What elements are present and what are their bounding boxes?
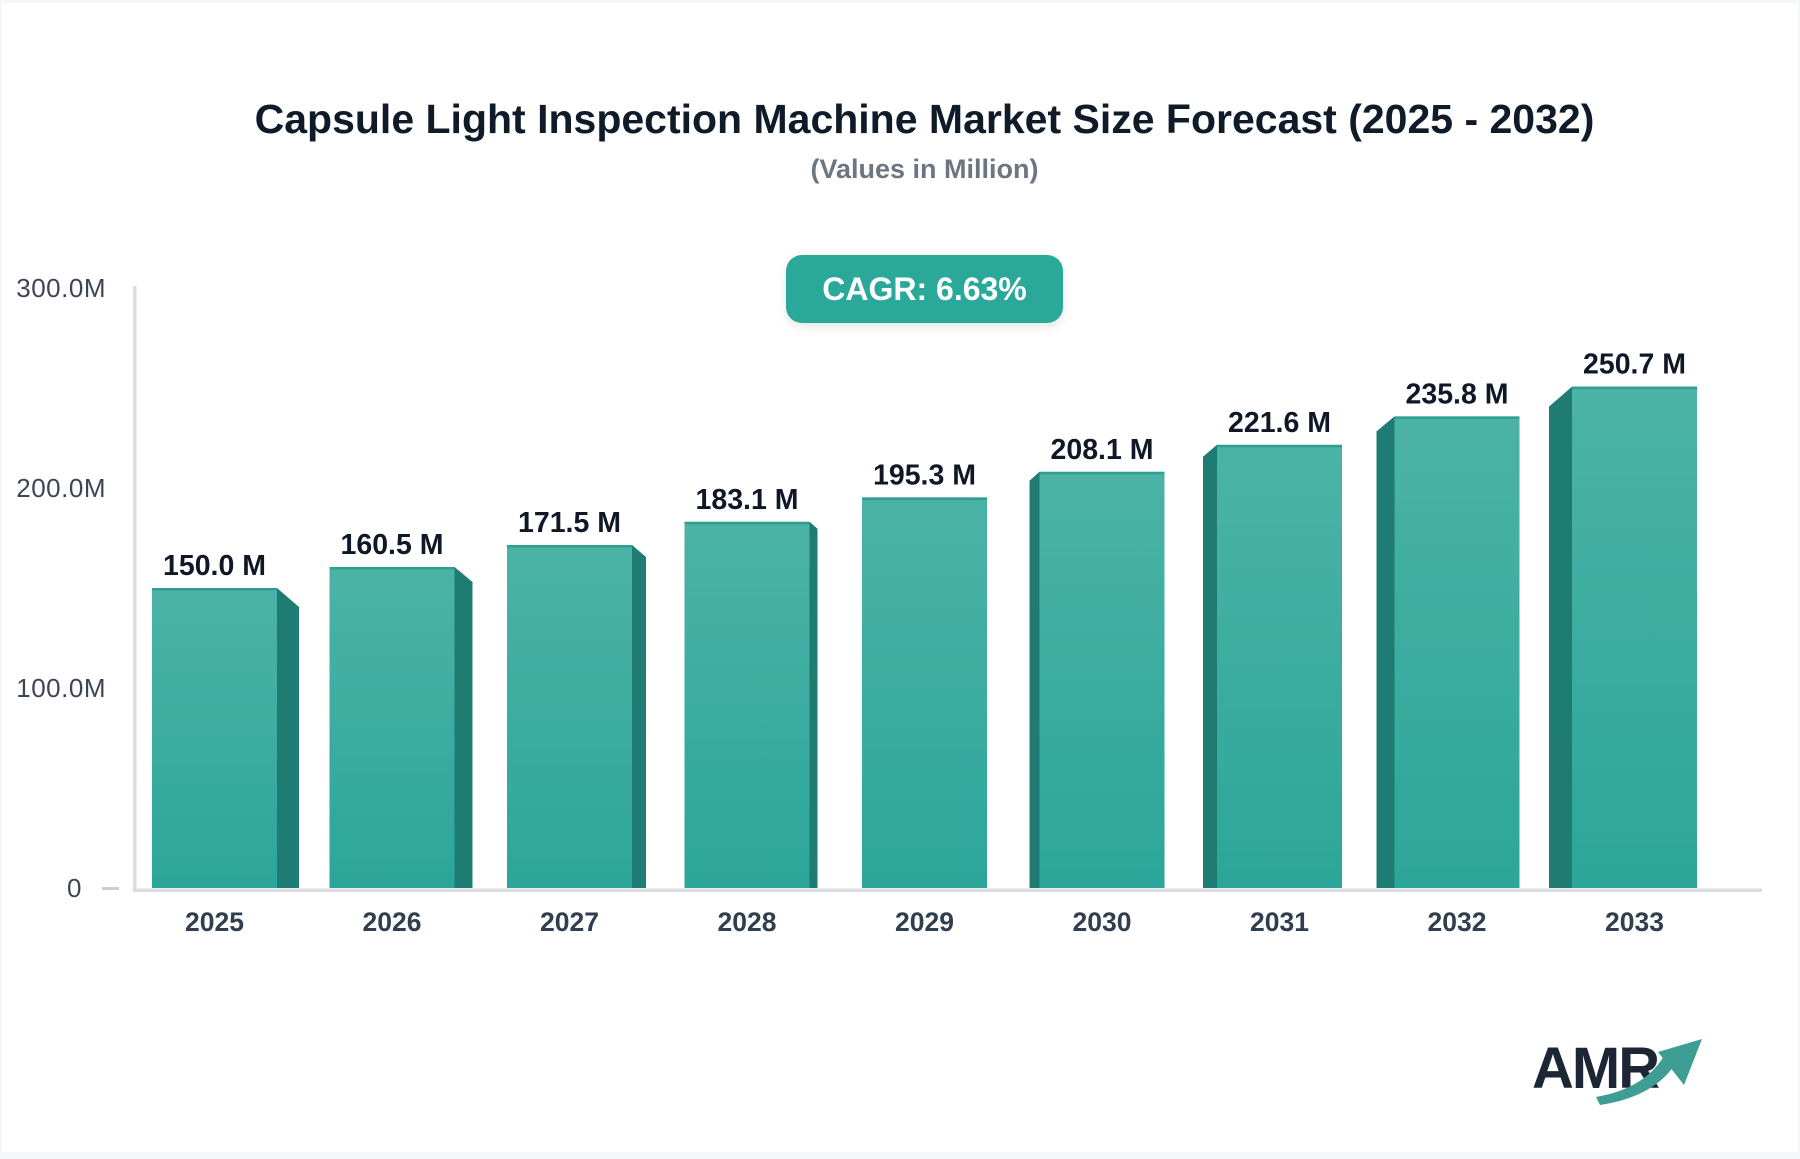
year-label-2029: 2029 (895, 907, 954, 937)
bar-2033 (1572, 386, 1697, 888)
bar-side-2033 (1549, 386, 1572, 888)
bar-side-2030 (1029, 471, 1040, 888)
value-label-2025: 150.0 M (163, 550, 266, 582)
bar-2026 (329, 567, 455, 888)
chart-header: Capsule Light Inspection Machine Market … (47, 3, 1800, 184)
chart-title: Capsule Light Inspection Machine Market … (254, 96, 1595, 142)
amr-logo: AMR (1526, 1031, 1736, 1131)
bar-side-2031 (1203, 444, 1217, 888)
bar-chart: 300.0M 200.0M 100.0M 0 150.0 M 2025 160.5 M 202… (16, 273, 1762, 937)
value-label-2031: 221.6 M (1228, 407, 1331, 439)
bar-side-2032 (1376, 416, 1395, 888)
year-label-2030: 2030 (1073, 907, 1132, 937)
value-label-2026: 160.5 M (341, 529, 444, 561)
value-label-2032: 235.8 M (1406, 378, 1509, 410)
cagr-badge-wrap: CAGR: 6.63% (47, 255, 1800, 323)
value-label-2033: 250.7 M (1583, 349, 1686, 381)
chart-subtitle: (Values in Million) (810, 154, 1039, 185)
bar-2029 (862, 497, 987, 888)
bar-top-edge-2026 (329, 567, 455, 570)
y-tick-label-0: 0 (67, 873, 82, 903)
bar-top-edge-2025 (152, 588, 277, 591)
year-label-2033: 2033 (1605, 907, 1664, 937)
bar-top-edge-2032 (1394, 416, 1520, 419)
bar-top-edge-2030 (1039, 471, 1165, 475)
bar-top-edge-2033 (1572, 386, 1697, 390)
value-label-2028: 183.1 M (696, 484, 799, 516)
bar-top-edge-2028 (684, 521, 810, 525)
year-label-2028: 2028 (718, 907, 777, 937)
bar-2030 (1039, 471, 1165, 888)
y-tick-dash-0 (102, 887, 119, 890)
arrow-swoosh (1596, 1056, 1676, 1105)
value-label-2029: 195.3 M (873, 459, 976, 491)
y-tick-label-200: 200.0M (16, 473, 106, 503)
year-label-2027: 2027 (540, 907, 599, 937)
year-label-2032: 2032 (1428, 907, 1487, 937)
bar-side-2027 (632, 545, 646, 888)
y-tick-label-100: 100.0M (16, 673, 106, 703)
y-axis-line (133, 286, 137, 892)
amr-logo-arrow-icon (1596, 1039, 1702, 1105)
value-label-2027: 171.5 M (518, 507, 621, 539)
bar-top-edge-2029 (862, 497, 987, 500)
bar-top-edge-2031 (1217, 444, 1342, 448)
bar-side-2026 (454, 567, 473, 888)
x-axis-line (133, 888, 1762, 892)
year-label-2025: 2025 (185, 907, 244, 937)
year-label-2026: 2026 (363, 907, 422, 937)
bar-2028 (684, 521, 810, 888)
value-label-2030: 208.1 M (1051, 434, 1154, 466)
bar-side-2025 (277, 588, 299, 888)
year-label-2031: 2031 (1250, 907, 1309, 937)
cagr-badge: CAGR: 6.63% (786, 255, 1063, 323)
arrow-head (1658, 1039, 1702, 1085)
chart-card: Capsule Light Inspection Machine Market … (2, 3, 1798, 1152)
bar-side-2028 (809, 521, 818, 888)
bar-2027 (507, 545, 632, 888)
bar-top-edge-2027 (507, 545, 632, 548)
bar-2032 (1394, 416, 1520, 888)
y-tick-label-300: 300.0M (16, 273, 106, 303)
bar-2031 (1217, 444, 1342, 888)
bar-2025 (152, 588, 277, 888)
